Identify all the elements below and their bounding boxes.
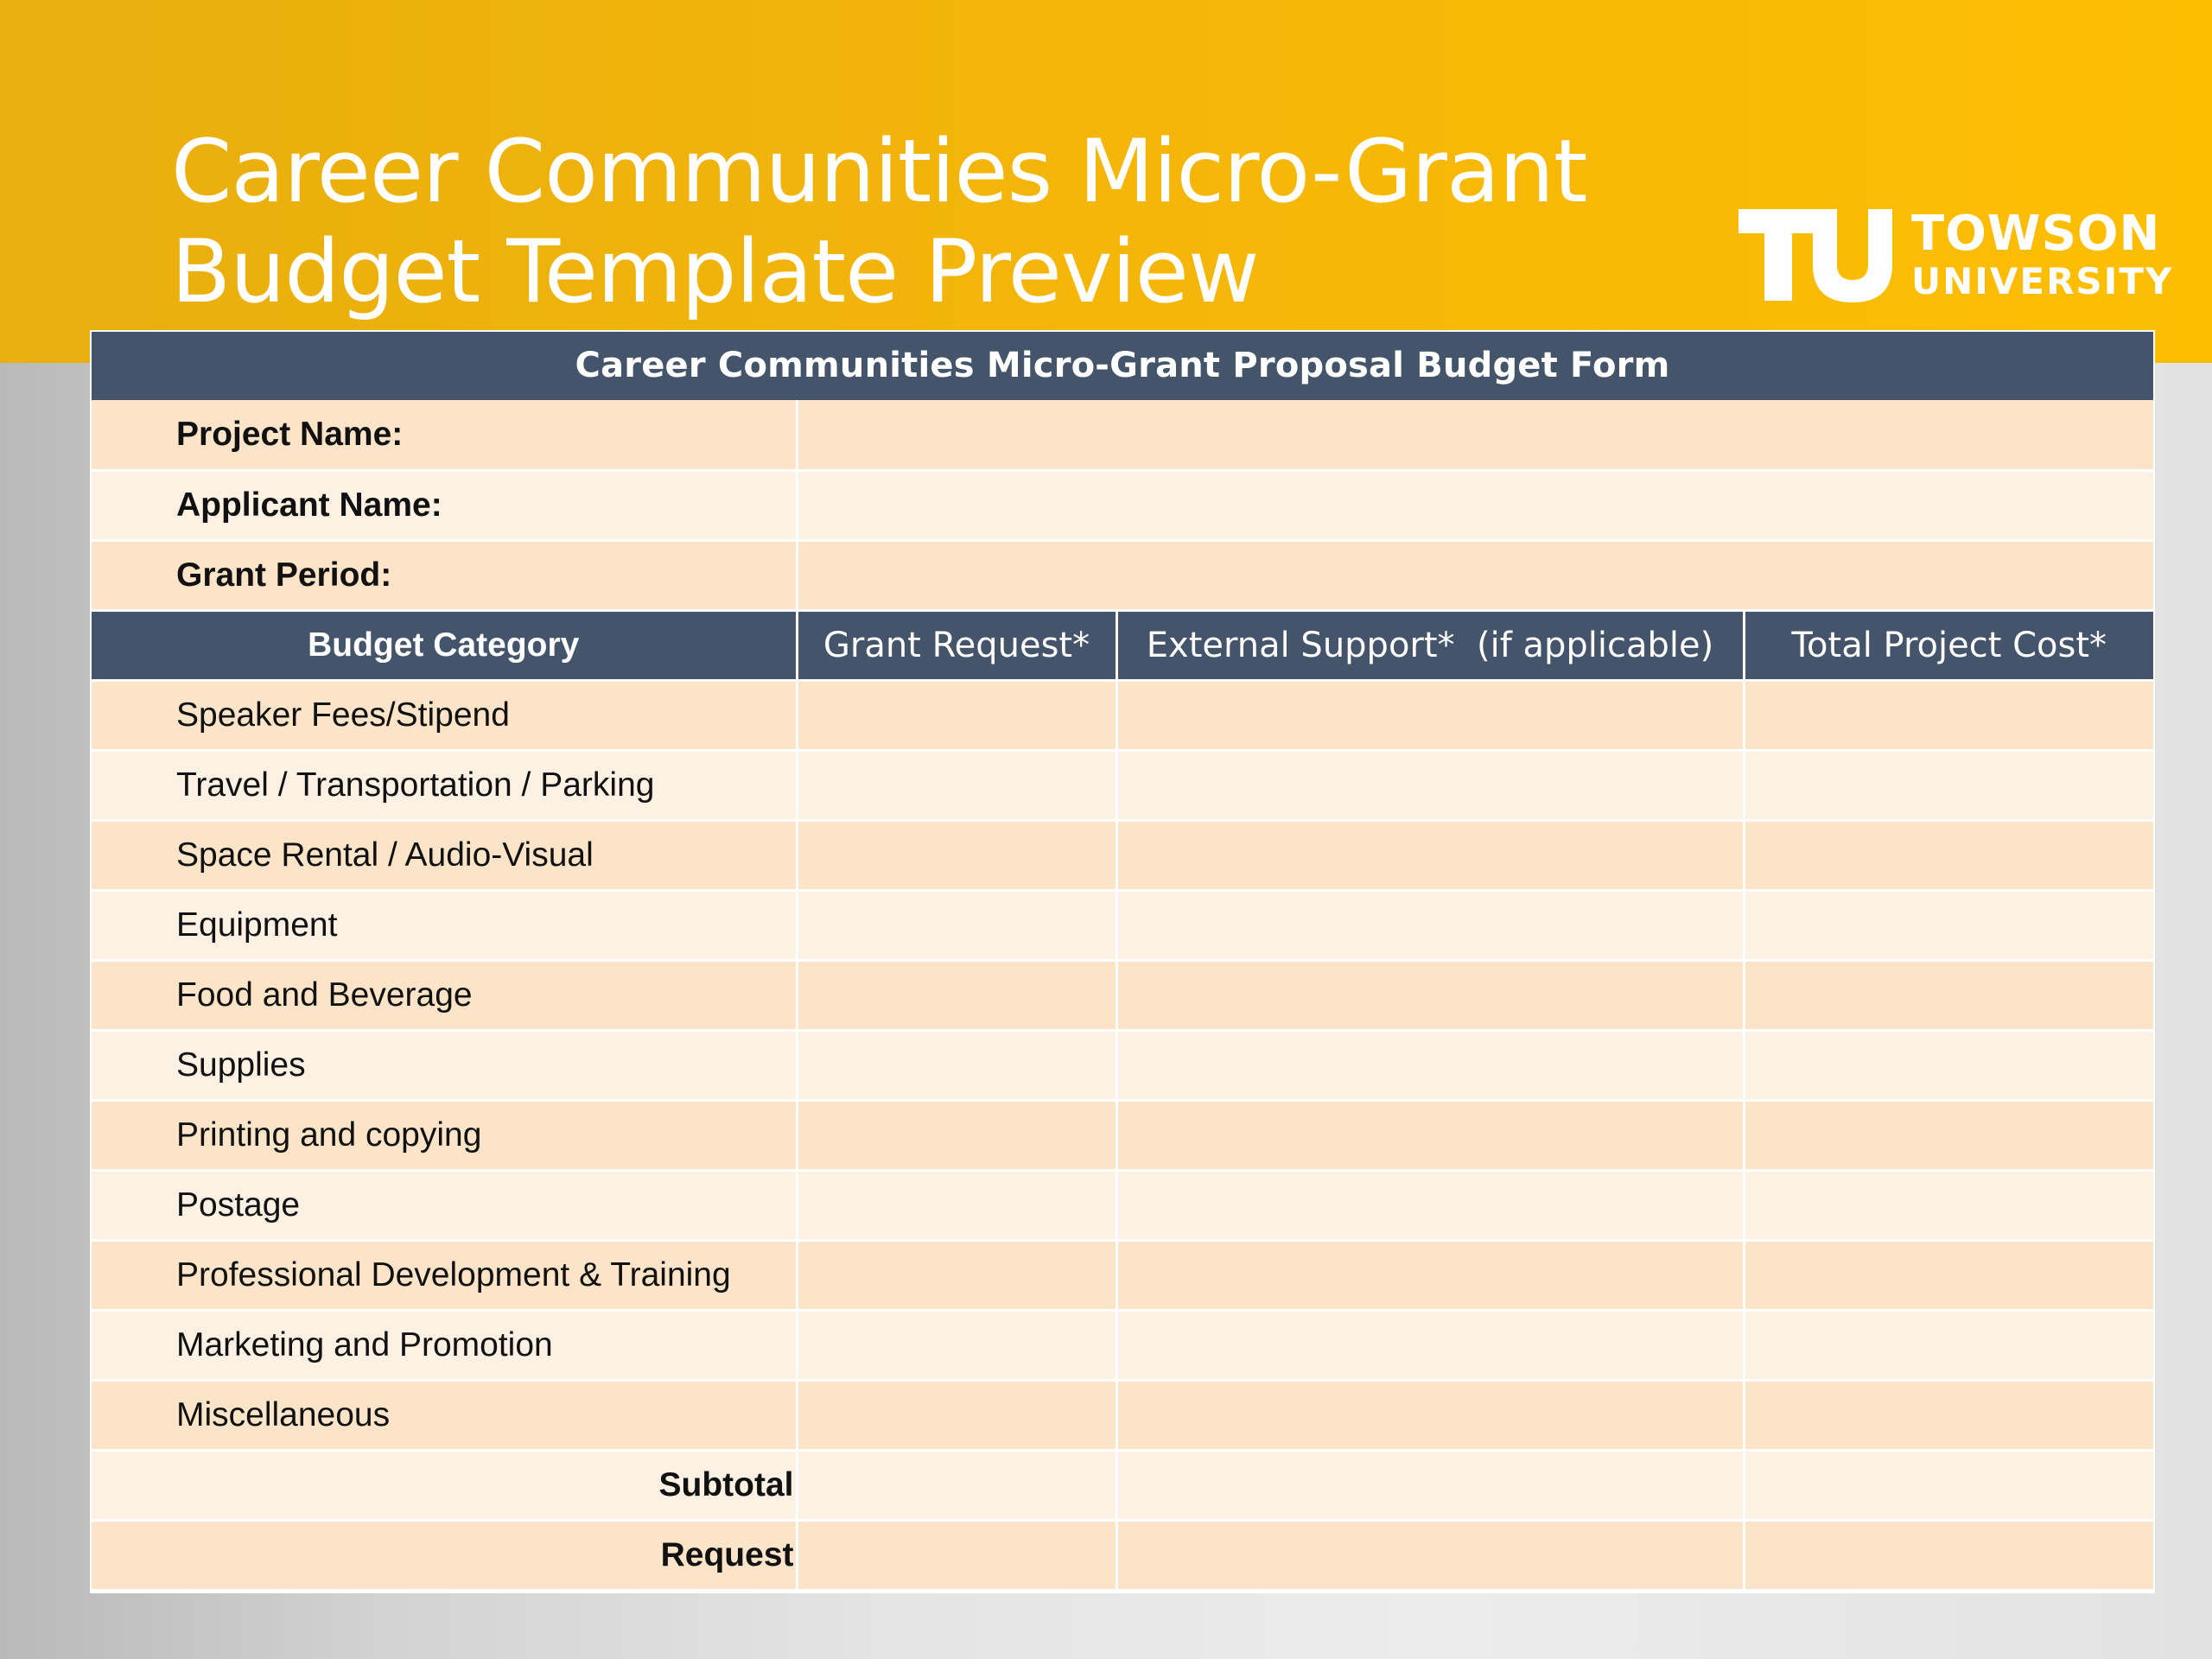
miscellaneous-grant-request-cell[interactable] bbox=[797, 1380, 1118, 1452]
total-row: Subtotal bbox=[92, 1450, 2153, 1522]
slide-title: Career Communities Micro-Grant Budget Te… bbox=[171, 120, 1587, 322]
category-row: Professional Development & Training bbox=[92, 1240, 2153, 1312]
postage-label: Postage bbox=[92, 1170, 798, 1242]
applicant-name-field[interactable] bbox=[797, 470, 2153, 542]
form-title: Career Communities Micro-Grant Proposal … bbox=[92, 332, 2153, 400]
subtotal-grant-request-cell[interactable] bbox=[797, 1450, 1118, 1522]
supplies-label: Supplies bbox=[92, 1030, 798, 1102]
food-and-beverage-grant-request-cell[interactable] bbox=[797, 960, 1118, 1032]
column-header-total-project-cost: Total Project Cost* bbox=[1744, 610, 2153, 682]
miscellaneous-label: Miscellaneous bbox=[92, 1380, 798, 1452]
marketing-and-promotion-total-project-cost-cell[interactable] bbox=[1744, 1310, 2153, 1382]
title-banner bbox=[0, 0, 2212, 363]
grant-period-field[interactable] bbox=[797, 540, 2153, 612]
category-row: Printing and copying bbox=[92, 1100, 2153, 1172]
project-name-field[interactable] bbox=[797, 400, 2153, 472]
travel-transportation-parking-total-project-cost-cell[interactable] bbox=[1744, 750, 2153, 822]
subtotal-label: Subtotal bbox=[92, 1450, 798, 1522]
info-row-project-name: Project Name: bbox=[92, 400, 2153, 472]
equipment-label: Equipment bbox=[92, 890, 798, 962]
category-row: Miscellaneous bbox=[92, 1380, 2153, 1452]
category-row: Equipment bbox=[92, 890, 2153, 962]
travel-transportation-parking-external-support-cell[interactable] bbox=[1116, 750, 1745, 822]
request-total-project-cost-cell[interactable] bbox=[1744, 1520, 2153, 1592]
food-and-beverage-total-project-cost-cell[interactable] bbox=[1744, 960, 2153, 1032]
professional-development-training-label: Professional Development & Training bbox=[92, 1240, 798, 1312]
info-row-grant-period: Grant Period: bbox=[92, 540, 2153, 612]
project-name-label: Project Name: bbox=[92, 400, 798, 472]
speaker-fees-stipend-label: Speaker Fees/Stipend bbox=[92, 680, 798, 752]
space-rental-audio-visual-external-support-cell[interactable] bbox=[1116, 820, 1745, 892]
miscellaneous-external-support-cell[interactable] bbox=[1116, 1380, 1745, 1452]
marketing-and-promotion-external-support-cell[interactable] bbox=[1116, 1310, 1745, 1382]
grant-period-label: Grant Period: bbox=[92, 540, 798, 612]
speaker-fees-stipend-external-support-cell[interactable] bbox=[1116, 680, 1745, 752]
space-rental-audio-visual-grant-request-cell[interactable] bbox=[797, 820, 1118, 892]
travel-transportation-parking-label: Travel / Transportation / Parking bbox=[92, 750, 798, 822]
printing-and-copying-total-project-cost-cell[interactable] bbox=[1744, 1100, 2153, 1172]
postage-grant-request-cell[interactable] bbox=[797, 1170, 1118, 1242]
applicant-name-label: Applicant Name: bbox=[92, 470, 798, 542]
food-and-beverage-label: Food and Beverage bbox=[92, 960, 798, 1032]
logo-wordmark: TOWSON UNIVERSITY bbox=[1911, 207, 2173, 302]
total-row: Request bbox=[92, 1520, 2153, 1592]
category-row: Postage bbox=[92, 1170, 2153, 1242]
marketing-and-promotion-label: Marketing and Promotion bbox=[92, 1310, 798, 1382]
request-label: Request bbox=[92, 1520, 798, 1592]
professional-development-training-external-support-cell[interactable] bbox=[1116, 1240, 1745, 1312]
column-header-external-support: External Support* (if applicable) bbox=[1116, 610, 1745, 682]
space-rental-audio-visual-label: Space Rental / Audio-Visual bbox=[92, 820, 798, 892]
tu-logo-icon bbox=[1738, 209, 1892, 302]
supplies-grant-request-cell[interactable] bbox=[797, 1030, 1118, 1102]
towson-university-logo: TOWSON UNIVERSITY bbox=[1738, 204, 2171, 308]
supplies-total-project-cost-cell[interactable] bbox=[1744, 1030, 2153, 1102]
column-header-grant-request: Grant Request* bbox=[797, 610, 1118, 682]
category-row: Marketing and Promotion bbox=[92, 1310, 2153, 1382]
request-external-support-cell[interactable] bbox=[1116, 1520, 1745, 1592]
supplies-external-support-cell[interactable] bbox=[1116, 1030, 1745, 1102]
marketing-and-promotion-grant-request-cell[interactable] bbox=[797, 1310, 1118, 1382]
professional-development-training-grant-request-cell[interactable] bbox=[797, 1240, 1118, 1312]
column-header-budget-category: Budget Category bbox=[92, 610, 798, 682]
food-and-beverage-external-support-cell[interactable] bbox=[1116, 960, 1745, 1032]
equipment-external-support-cell[interactable] bbox=[1116, 890, 1745, 962]
info-row-applicant-name: Applicant Name: bbox=[92, 470, 2153, 542]
category-row: Supplies bbox=[92, 1030, 2153, 1102]
subtotal-total-project-cost-cell[interactable] bbox=[1744, 1450, 2153, 1522]
total-rows: Subtotal Request bbox=[92, 1450, 2153, 1592]
postage-total-project-cost-cell[interactable] bbox=[1744, 1170, 2153, 1242]
category-row: Food and Beverage bbox=[92, 960, 2153, 1032]
category-row: Space Rental / Audio-Visual bbox=[92, 820, 2153, 892]
travel-transportation-parking-grant-request-cell[interactable] bbox=[797, 750, 1118, 822]
logo-text-towson: TOWSON bbox=[1911, 206, 2161, 262]
miscellaneous-total-project-cost-cell[interactable] bbox=[1744, 1380, 2153, 1452]
printing-and-copying-external-support-cell[interactable] bbox=[1116, 1100, 1745, 1172]
request-grant-request-cell[interactable] bbox=[797, 1520, 1118, 1592]
equipment-total-project-cost-cell[interactable] bbox=[1744, 890, 2153, 962]
budget-form: Career Communities Micro-Grant Proposal … bbox=[90, 330, 2155, 1593]
printing-and-copying-label: Printing and copying bbox=[92, 1100, 798, 1172]
category-row: Travel / Transportation / Parking bbox=[92, 750, 2153, 822]
budget-table: Project Name: Applicant Name: Grant Peri… bbox=[92, 400, 2153, 1592]
column-header-row: Budget Category Grant Request* External … bbox=[92, 610, 2153, 682]
category-row: Speaker Fees/Stipend bbox=[92, 680, 2153, 752]
slide-title-line1: Career Communities Micro-Grant bbox=[171, 120, 1587, 222]
space-rental-audio-visual-total-project-cost-cell[interactable] bbox=[1744, 820, 2153, 892]
category-rows: Speaker Fees/Stipend Travel / Transportat… bbox=[92, 680, 2153, 1452]
subtotal-external-support-cell[interactable] bbox=[1116, 1450, 1745, 1522]
postage-external-support-cell[interactable] bbox=[1116, 1170, 1745, 1242]
equipment-grant-request-cell[interactable] bbox=[797, 890, 1118, 962]
printing-and-copying-grant-request-cell[interactable] bbox=[797, 1100, 1118, 1172]
logo-text-university: UNIVERSITY bbox=[1911, 260, 2174, 302]
speaker-fees-stipend-grant-request-cell[interactable] bbox=[797, 680, 1118, 752]
slide-title-line2: Budget Template Preview bbox=[171, 220, 1260, 322]
speaker-fees-stipend-total-project-cost-cell[interactable] bbox=[1744, 680, 2153, 752]
professional-development-training-total-project-cost-cell[interactable] bbox=[1744, 1240, 2153, 1312]
